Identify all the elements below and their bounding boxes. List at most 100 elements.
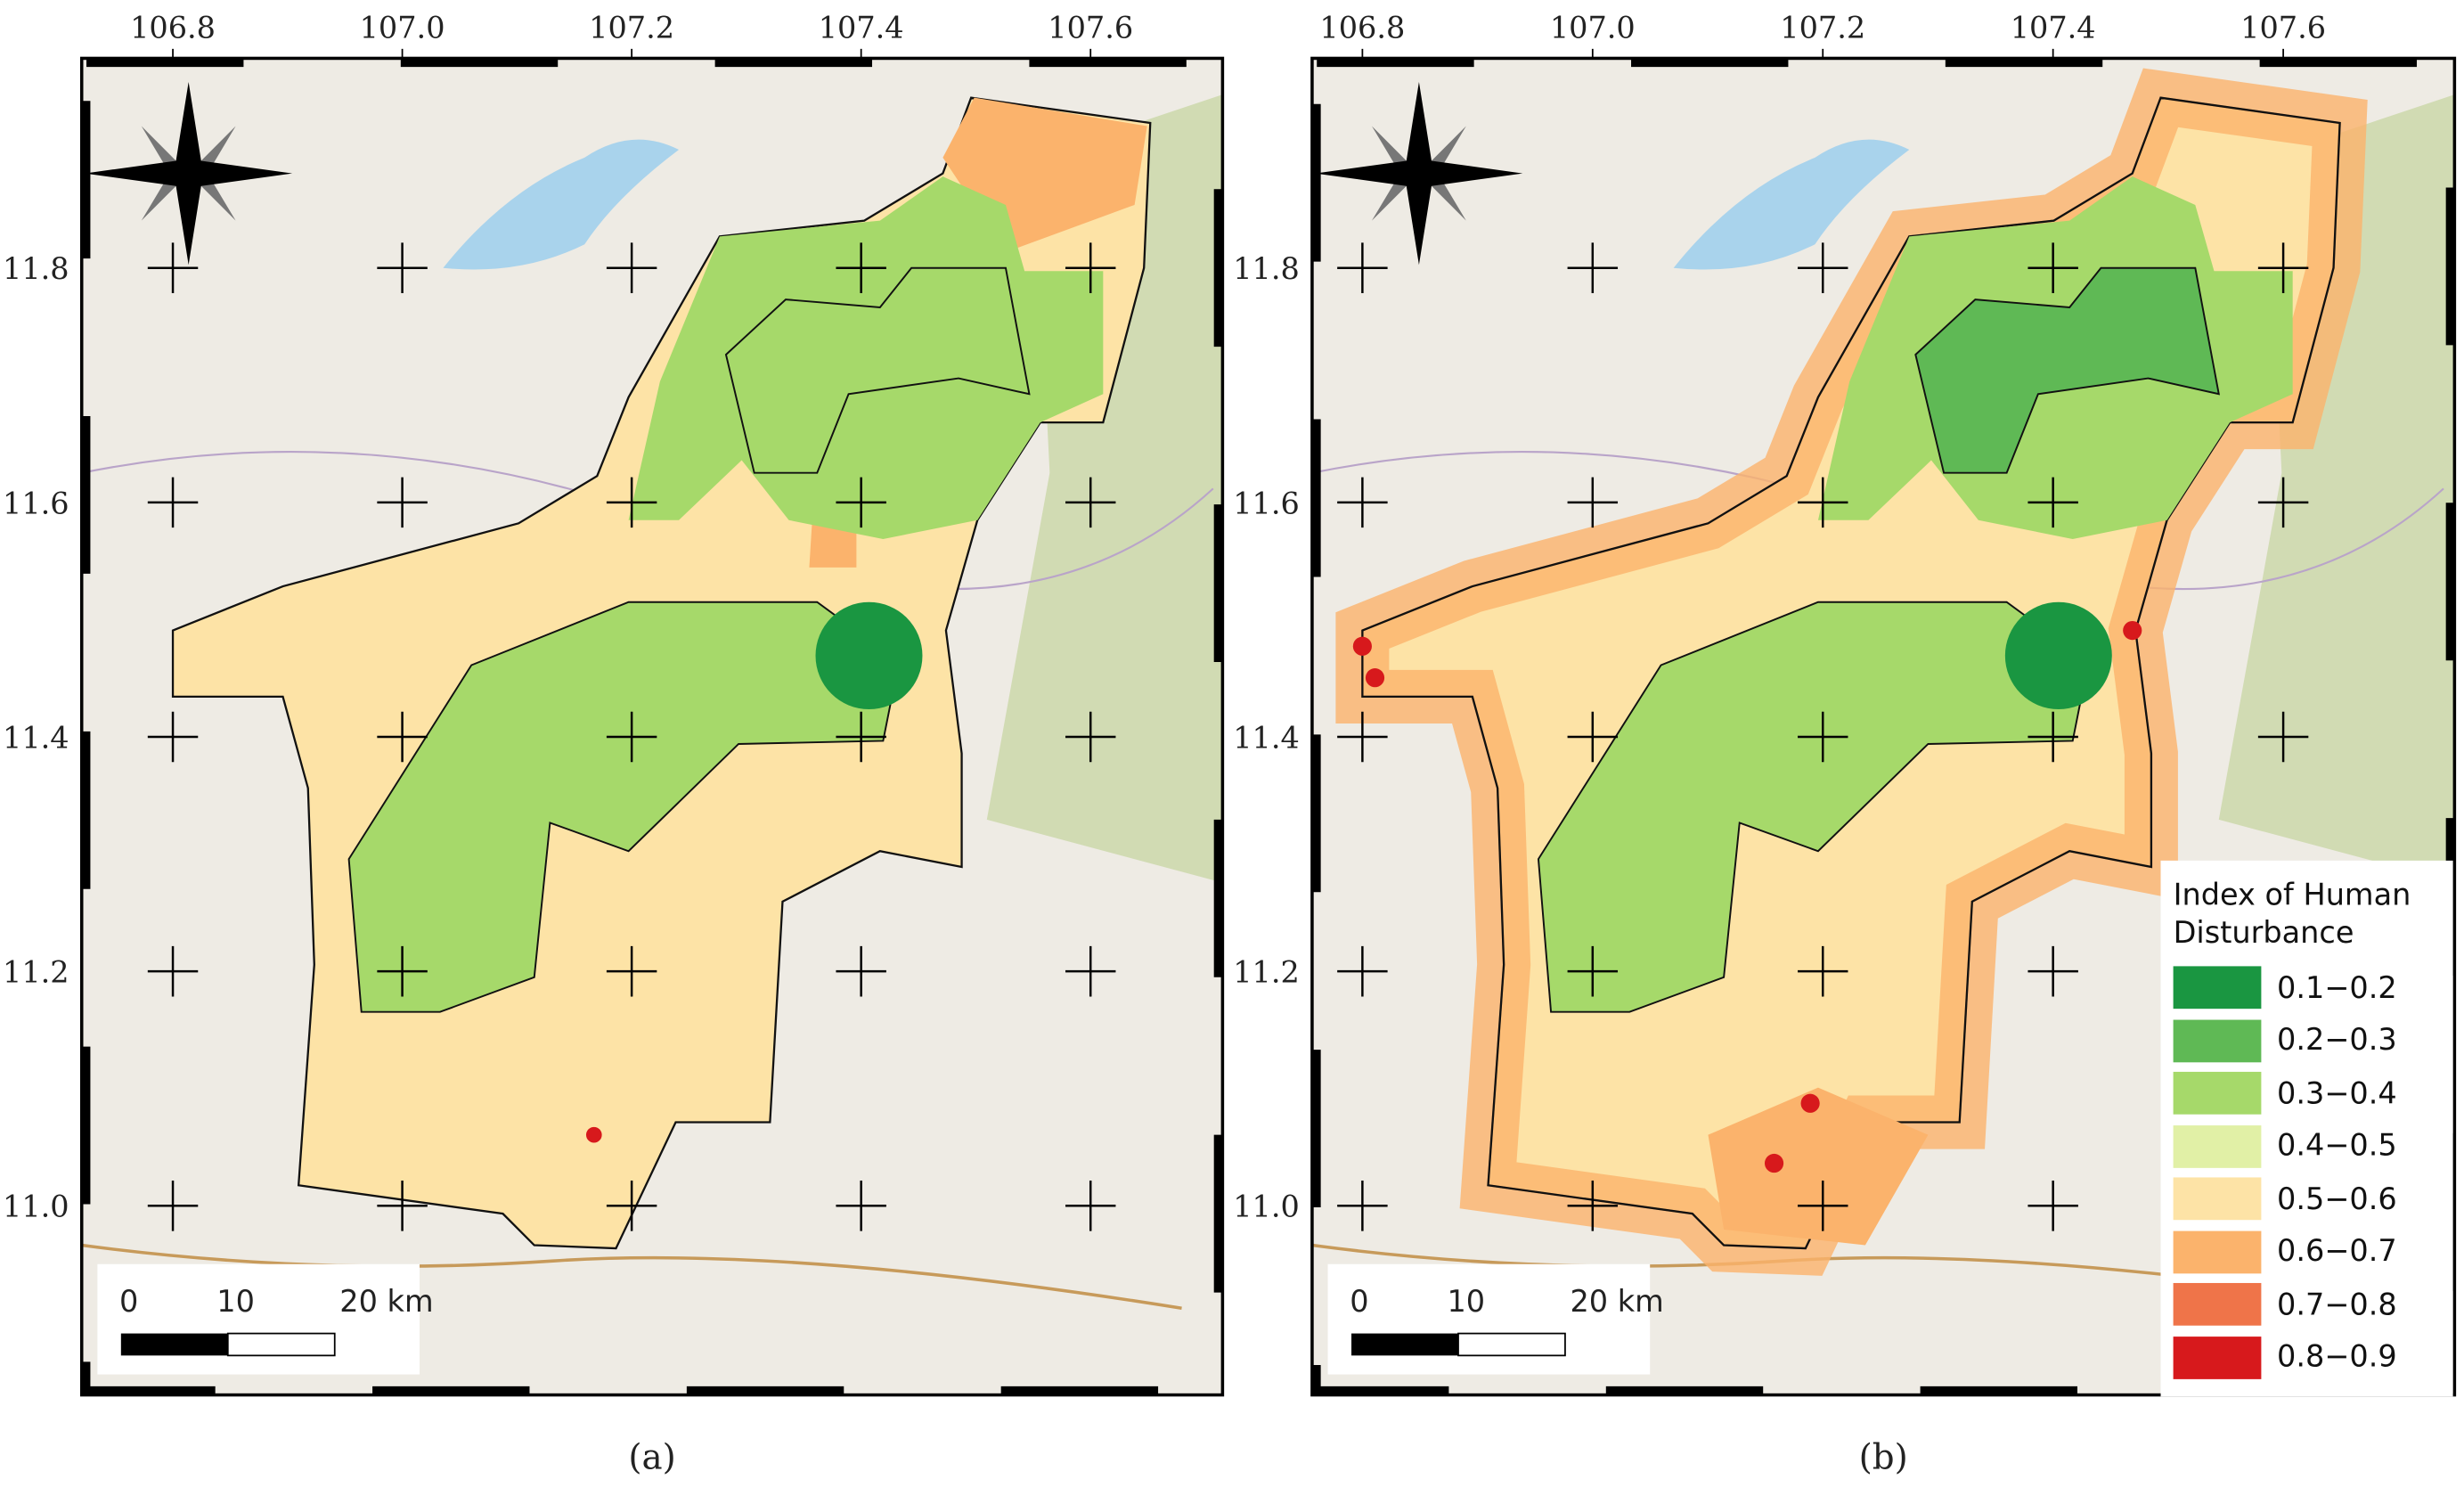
graticule-cross bbox=[1337, 242, 1388, 294]
scale-box bbox=[1327, 1263, 1651, 1375]
park-boundary bbox=[724, 266, 1031, 474]
scale-label: 20 km bbox=[339, 1284, 433, 1319]
graticule-cross bbox=[2027, 711, 2078, 763]
legend-item: 0.1−0.2 bbox=[2173, 961, 2441, 1014]
legend-label: 0.4−0.5 bbox=[2277, 1129, 2397, 1164]
graticule-cross bbox=[1337, 477, 1388, 528]
graticule-cross bbox=[147, 1180, 199, 1231]
legend-item: 0.3−0.4 bbox=[2173, 1067, 2441, 1120]
graticule-cross bbox=[606, 945, 657, 997]
graticule-cross bbox=[377, 945, 428, 997]
hot-spot bbox=[1352, 636, 1372, 656]
legend-item: 0.4−0.5 bbox=[2173, 1120, 2441, 1173]
hot-spot bbox=[1365, 668, 1385, 688]
graticule-cross bbox=[1798, 242, 1848, 294]
core-zone bbox=[815, 601, 923, 710]
lon-tick-label: 107.0 bbox=[360, 10, 445, 45]
graticule-cross bbox=[1567, 242, 1619, 294]
lat-tick-label: 11.2 bbox=[3, 954, 69, 989]
graticule-cross bbox=[2027, 242, 2078, 294]
legend-title: Index of Human Disturbance bbox=[2173, 878, 2411, 951]
legend-swatch bbox=[2173, 1283, 2262, 1327]
legend-label: 0.7−0.8 bbox=[2277, 1287, 2397, 1322]
graticule-cross bbox=[836, 711, 886, 763]
legend-item: 0.7−0.8 bbox=[2173, 1279, 2441, 1331]
legend-swatch bbox=[2173, 1124, 2262, 1168]
graticule-cross bbox=[377, 477, 428, 528]
legend-item: 0.5−0.6 bbox=[2173, 1173, 2441, 1225]
graticule-cross bbox=[1065, 477, 1116, 528]
lon-tick-label: 107.6 bbox=[1048, 10, 1133, 45]
lat-tick-label: 11.0 bbox=[1233, 1189, 1300, 1224]
graticule-cross bbox=[1065, 242, 1116, 294]
scale-bar-black bbox=[120, 1333, 228, 1356]
map-frame bbox=[79, 56, 1225, 1397]
graticule-cross bbox=[1337, 1180, 1388, 1231]
graticule-cross bbox=[377, 1180, 428, 1231]
graticule-cross bbox=[2257, 477, 2309, 528]
graticule-cross bbox=[147, 242, 199, 294]
graticule-cross bbox=[1567, 477, 1619, 528]
lat-tick-label: 11.2 bbox=[1233, 954, 1300, 989]
study-area bbox=[171, 96, 1152, 1250]
green-zone bbox=[347, 601, 901, 1013]
lat-tick-label: 11.8 bbox=[3, 251, 69, 286]
scale-label: 10 bbox=[1447, 1284, 1485, 1319]
north-arrow bbox=[85, 81, 293, 266]
legend-label: 0.2−0.3 bbox=[2277, 1023, 2397, 1059]
legend: Index of Human Disturbance 0.1−0.2 0.2−0.… bbox=[2160, 860, 2453, 1397]
graticule-cross bbox=[147, 477, 199, 528]
south-patch bbox=[1708, 1087, 1929, 1246]
graticule-cross bbox=[2027, 945, 2078, 997]
graticule-cross bbox=[836, 945, 886, 997]
graticule-cross bbox=[836, 242, 886, 294]
graticule-cross bbox=[1337, 945, 1388, 997]
graticule-cross bbox=[147, 945, 199, 997]
hot-spot bbox=[585, 1126, 602, 1143]
legend-item: 0.8−0.9 bbox=[2173, 1331, 2441, 1384]
graticule-cross bbox=[1798, 945, 1848, 997]
graticule-cross bbox=[1065, 945, 1116, 997]
graticule-cross bbox=[2027, 1180, 2078, 1231]
north-arrow bbox=[1315, 81, 1523, 266]
graticule-cross bbox=[377, 711, 428, 763]
lon-tick-label: 107.2 bbox=[589, 10, 674, 45]
graticule-cross bbox=[1567, 945, 1619, 997]
lon-tick-label: 107.0 bbox=[1550, 10, 1636, 45]
legend-swatch bbox=[2173, 966, 2262, 1010]
lat-tick-label: 11.0 bbox=[3, 1189, 69, 1224]
graticule-cross bbox=[147, 711, 199, 763]
region-outline bbox=[1361, 96, 2341, 1250]
legend-label: 0.3−0.4 bbox=[2277, 1075, 2397, 1111]
graticule-cross bbox=[1337, 711, 1388, 763]
lon-tick-label: 106.8 bbox=[130, 10, 216, 45]
legend-swatch bbox=[2173, 1336, 2262, 1379]
lat-tick-label: 11.4 bbox=[3, 720, 69, 755]
legend-item: 0.6−0.7 bbox=[2173, 1225, 2441, 1278]
graticule-cross bbox=[1065, 711, 1116, 763]
map-frame bbox=[1310, 56, 2457, 1397]
graticule-cross bbox=[2257, 711, 2309, 763]
lon-tick-label: 107.4 bbox=[819, 10, 904, 45]
graticule-cross bbox=[1798, 1180, 1848, 1231]
hot-spot bbox=[1764, 1153, 1784, 1173]
scale-bar-white bbox=[1457, 1332, 1566, 1357]
legend-swatch bbox=[2173, 1230, 2262, 1273]
lat-tick-label: 11.6 bbox=[1233, 486, 1300, 520]
panel-caption: (a) bbox=[628, 1438, 675, 1478]
hot-spot bbox=[2123, 620, 2142, 641]
legend-swatch bbox=[2173, 1019, 2262, 1062]
graticule-cross bbox=[1567, 711, 1619, 763]
park-boundary bbox=[1914, 266, 2220, 474]
graticule-cross bbox=[606, 477, 657, 528]
graticule-cross bbox=[1798, 477, 1848, 528]
lake bbox=[1673, 139, 1910, 270]
graticule-cross bbox=[1798, 711, 1848, 763]
legend-label: 0.1−0.2 bbox=[2277, 970, 2397, 1006]
legend-item: 0.2−0.3 bbox=[2173, 1014, 2441, 1067]
legend-swatch bbox=[2173, 1177, 2262, 1221]
river bbox=[81, 1243, 1182, 1311]
